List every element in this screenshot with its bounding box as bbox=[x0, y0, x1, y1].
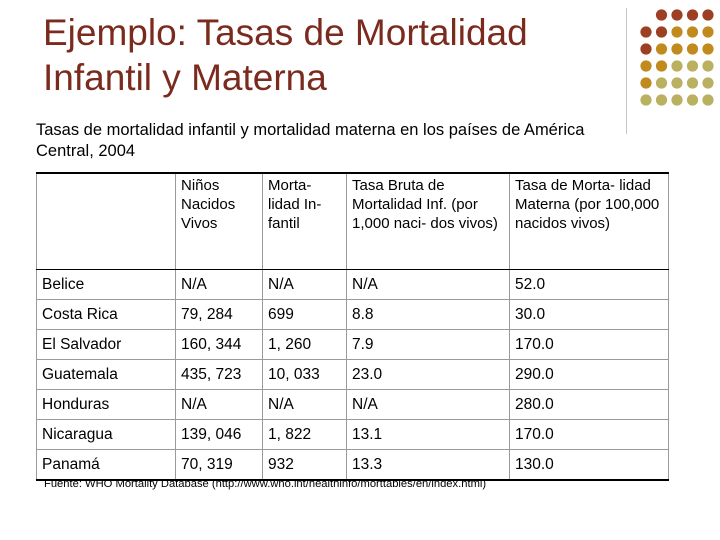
decorative-dot bbox=[655, 60, 668, 72]
decorative-dot bbox=[640, 26, 652, 38]
table-cell: N/A bbox=[262, 269, 347, 300]
table-row: Belice N/A N/A N/A 52.0 bbox=[36, 269, 669, 300]
header-cell-country bbox=[36, 172, 176, 270]
table-cell: 13.1 bbox=[346, 419, 510, 450]
header-cell-infant-deaths: Morta- lidad In- fantil bbox=[262, 172, 347, 270]
decorative-dot bbox=[655, 26, 668, 38]
header-cell-births: Niños Nacidos Vivos bbox=[175, 172, 263, 270]
decorative-dot bbox=[671, 60, 683, 72]
table-cell: 30.0 bbox=[509, 299, 669, 330]
table-cell: 435, 723 bbox=[175, 359, 263, 390]
decorative-dot bbox=[671, 77, 683, 89]
table-cell: N/A bbox=[346, 389, 510, 420]
table-cell: 7.9 bbox=[346, 329, 510, 360]
table-cell: Guatemala bbox=[36, 359, 176, 390]
decorative-dot bbox=[655, 77, 668, 89]
table-cell: 1, 260 bbox=[262, 329, 347, 360]
table-cell: 23.0 bbox=[346, 359, 510, 390]
table-cell: 1, 822 bbox=[262, 419, 347, 450]
table-cell: 160, 344 bbox=[175, 329, 263, 360]
header-cell-infant-rate: Tasa Bruta de Mortalidad Inf. (por 1,000… bbox=[346, 172, 510, 270]
decorative-dot bbox=[671, 43, 683, 55]
table-cell: 139, 046 bbox=[175, 419, 263, 450]
table-cell: El Salvador bbox=[36, 329, 176, 360]
table-cell: N/A bbox=[175, 389, 263, 420]
decorative-dot bbox=[686, 60, 699, 72]
table-row: Honduras N/A N/A N/A 280.0 bbox=[36, 389, 669, 420]
table-cell: 10, 033 bbox=[262, 359, 347, 390]
table-cell: 932 bbox=[262, 449, 347, 481]
table-row: El Salvador 160, 344 1, 260 7.9 170.0 bbox=[36, 329, 669, 360]
table-cell: Nicaragua bbox=[36, 419, 176, 450]
decorative-dot bbox=[655, 43, 668, 55]
decorative-dot bbox=[640, 60, 652, 72]
decorative-dot bbox=[702, 26, 714, 38]
decorative-dots bbox=[640, 9, 714, 106]
decorative-dot bbox=[702, 60, 714, 72]
decorative-dot bbox=[702, 94, 714, 106]
table-cell: N/A bbox=[346, 269, 510, 300]
decorative-dot bbox=[686, 9, 699, 21]
table-cell: 699 bbox=[262, 299, 347, 330]
table-cell: 170.0 bbox=[509, 419, 669, 450]
mortality-table: Niños Nacidos Vivos Morta- lidad In- fan… bbox=[36, 172, 669, 481]
table-row: Panamá 70, 319 932 13.3 130.0 bbox=[36, 449, 669, 481]
decorative-dot bbox=[655, 9, 668, 21]
table-cell: 13.3 bbox=[346, 449, 510, 481]
decorative-dot bbox=[671, 94, 683, 106]
table-cell: 130.0 bbox=[509, 449, 669, 481]
decorative-dot bbox=[702, 43, 714, 55]
decorative-dot bbox=[686, 26, 699, 38]
table-cell: 290.0 bbox=[509, 359, 669, 390]
table-row: Guatemala 435, 723 10, 033 23.0 290.0 bbox=[36, 359, 669, 390]
table-row: Nicaragua 139, 046 1, 822 13.1 170.0 bbox=[36, 419, 669, 450]
decorative-dot bbox=[686, 43, 699, 55]
decorative-dot bbox=[671, 9, 683, 21]
decorative-dot bbox=[702, 77, 714, 89]
table-cell: N/A bbox=[262, 389, 347, 420]
slide-title: Ejemplo: Tasas de Mortalidad Infantil y … bbox=[43, 12, 528, 98]
table-cell: 52.0 bbox=[509, 269, 669, 300]
table-row: Costa Rica 79, 284 699 8.8 30.0 bbox=[36, 299, 669, 330]
table-cell: 70, 319 bbox=[175, 449, 263, 481]
header-cell-maternal-rate: Tasa de Morta- lidad Materna (por 100,00… bbox=[509, 172, 669, 270]
table-cell: 170.0 bbox=[509, 329, 669, 360]
table-cell: Honduras bbox=[36, 389, 176, 420]
decorative-dot bbox=[640, 43, 652, 55]
divider-line bbox=[626, 8, 627, 134]
decorative-dot bbox=[640, 77, 652, 89]
table-cell: 79, 284 bbox=[175, 299, 263, 330]
source-note: Fuente: WHO Mortality Database (http://w… bbox=[44, 478, 487, 490]
table-cell: Belice bbox=[36, 269, 176, 300]
table-cell: Costa Rica bbox=[36, 299, 176, 330]
decorative-dot bbox=[686, 94, 699, 106]
table-cell: 8.8 bbox=[346, 299, 510, 330]
table-header-row: Niños Nacidos Vivos Morta- lidad In- fan… bbox=[36, 172, 669, 270]
decorative-dot bbox=[702, 9, 714, 21]
decorative-dot bbox=[671, 26, 683, 38]
table-cell: 280.0 bbox=[509, 389, 669, 420]
table-cell: N/A bbox=[175, 269, 263, 300]
table-cell: Panamá bbox=[36, 449, 176, 481]
slide-subtitle: Tasas de mortalidad infantil y mortalida… bbox=[36, 121, 585, 160]
decorative-dot bbox=[686, 77, 699, 89]
decorative-dot bbox=[655, 94, 668, 106]
decorative-dot bbox=[640, 94, 652, 106]
